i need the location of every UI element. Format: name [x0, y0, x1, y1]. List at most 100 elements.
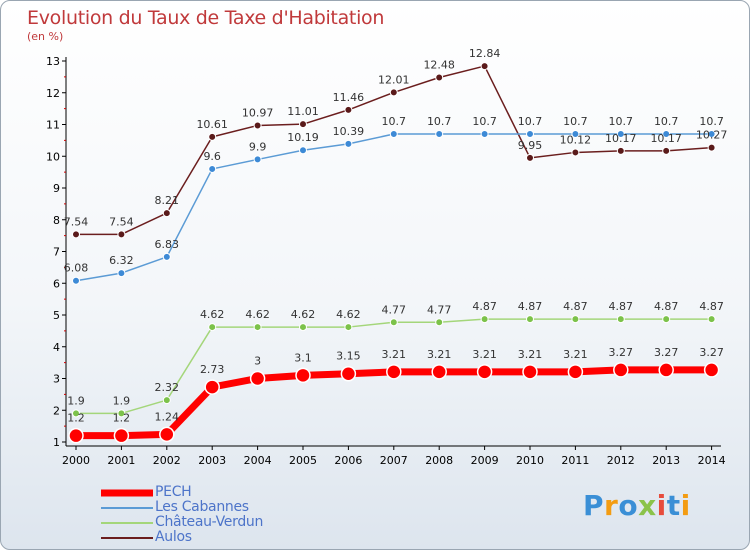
data-point-les-cabannes	[72, 276, 80, 285]
chart-unit-label: (en %)	[27, 30, 64, 43]
data-label-pech: 3.21	[472, 348, 497, 361]
data-point-ch-teau-verdun	[616, 315, 625, 324]
y-tick-label: 10	[46, 150, 60, 163]
y-tick-label: 11	[46, 119, 60, 132]
data-point-aulos	[162, 209, 171, 218]
data-label-pech: 3.21	[382, 348, 407, 361]
data-point-ch-teau-verdun	[480, 315, 489, 324]
data-point-ch-teau-verdun	[571, 315, 580, 324]
data-label-ch-teau-verdun: 4.62	[291, 308, 316, 321]
logo-letter: i	[680, 489, 691, 522]
data-point-pech	[386, 364, 402, 380]
data-label-pech: 3.21	[427, 348, 452, 361]
legend-swatch	[101, 536, 153, 539]
data-label-les-cabannes: 6.83	[155, 238, 180, 251]
data-point-les-cabannes	[707, 130, 716, 139]
data-point-les-cabannes	[526, 130, 534, 139]
data-point-les-cabannes	[389, 130, 398, 139]
data-point-pech	[567, 364, 584, 380]
data-label-pech: 3.15	[336, 350, 361, 363]
data-point-les-cabannes	[344, 139, 353, 148]
data-point-ch-teau-verdun	[253, 323, 262, 332]
data-point-ch-teau-verdun	[299, 323, 307, 332]
data-point-aulos	[208, 132, 217, 141]
data-label-aulos: 10.17	[605, 132, 637, 145]
data-point-pech	[340, 365, 357, 382]
data-label-les-cabannes: 10.19	[287, 131, 319, 144]
data-label-aulos: 10.97	[242, 106, 274, 119]
data-label-ch-teau-verdun: 4.77	[427, 303, 452, 316]
data-label-ch-teau-verdun: 1.9	[67, 394, 85, 407]
data-point-ch-teau-verdun	[435, 318, 444, 327]
data-point-pech	[68, 427, 84, 444]
data-label-les-cabannes: 10.7	[563, 115, 588, 128]
data-point-aulos	[526, 153, 534, 162]
data-label-pech: 2.73	[200, 363, 225, 376]
data-point-aulos	[616, 146, 625, 155]
logo-letter: x	[638, 489, 657, 522]
data-label-pech: 3.27	[609, 346, 634, 359]
data-label-aulos: 7.54	[109, 215, 134, 228]
logo-letter: P	[583, 489, 605, 522]
data-label-les-cabannes: 9.6	[203, 150, 221, 163]
data-label-ch-teau-verdun: 4.77	[382, 303, 407, 316]
data-label-les-cabannes: 6.32	[109, 254, 134, 267]
data-label-pech: 1.24	[155, 410, 180, 423]
data-point-ch-teau-verdun	[344, 323, 353, 332]
logo-letter: o	[618, 489, 639, 522]
data-point-aulos	[662, 146, 671, 155]
data-label-ch-teau-verdun: 4.87	[654, 300, 679, 313]
data-label-ch-teau-verdun: 4.62	[200, 308, 225, 321]
data-point-les-cabannes	[208, 164, 217, 173]
data-label-les-cabannes: 10.7	[427, 115, 452, 128]
x-tick-label: 2009	[471, 454, 499, 467]
y-tick-label: 4	[53, 341, 60, 354]
data-point-ch-teau-verdun	[117, 409, 126, 418]
data-label-pech: 3.27	[654, 346, 679, 359]
data-label-pech: 3.1	[294, 351, 312, 364]
data-point-aulos	[344, 105, 353, 114]
x-tick-label: 2011	[561, 454, 589, 467]
data-point-pech	[159, 426, 175, 443]
data-point-pech	[431, 364, 447, 380]
data-point-aulos	[571, 148, 580, 157]
data-label-pech: 1.2	[67, 412, 85, 425]
data-label-pech: 3	[254, 355, 261, 368]
data-label-ch-teau-verdun: 4.62	[245, 308, 270, 321]
legend-label: Château-Verdun	[155, 514, 264, 530]
data-point-les-cabannes	[162, 252, 171, 261]
x-tick-label: 2014	[698, 454, 726, 467]
logo-letter: t	[666, 489, 681, 522]
data-point-aulos	[389, 88, 398, 97]
data-point-pech	[613, 362, 629, 378]
logo-letter: r	[604, 489, 619, 522]
data-point-pech	[204, 379, 220, 395]
chart-title: Evolution du Taux de Taxe d'Habitation	[27, 7, 385, 29]
data-point-ch-teau-verdun	[526, 315, 534, 324]
data-point-ch-teau-verdun	[208, 323, 217, 332]
data-point-aulos	[299, 120, 307, 129]
x-tick-label: 2013	[652, 454, 680, 467]
data-point-les-cabannes	[616, 130, 625, 139]
data-label-aulos: 10.61	[196, 118, 228, 131]
data-label-aulos: 12.01	[378, 73, 410, 86]
data-point-pech	[522, 364, 538, 380]
data-point-pech	[249, 370, 266, 387]
data-label-les-cabannes: 10.7	[472, 115, 497, 128]
data-label-les-cabannes: 10.39	[333, 125, 365, 138]
y-tick-label: 2	[53, 404, 60, 417]
data-point-aulos	[435, 73, 444, 82]
data-label-les-cabannes: 10.7	[382, 115, 407, 128]
data-label-pech: 3.21	[518, 348, 543, 361]
x-tick-label: 2008	[425, 454, 453, 467]
x-tick-label: 2004	[244, 454, 272, 467]
y-tick-label: 1	[53, 436, 60, 449]
y-tick-label: 9	[53, 182, 60, 195]
data-point-ch-teau-verdun	[162, 396, 171, 405]
data-label-ch-teau-verdun: 4.87	[563, 300, 588, 313]
data-point-les-cabannes	[117, 269, 126, 278]
chart-series-layer	[68, 62, 720, 444]
data-point-les-cabannes	[480, 130, 489, 139]
